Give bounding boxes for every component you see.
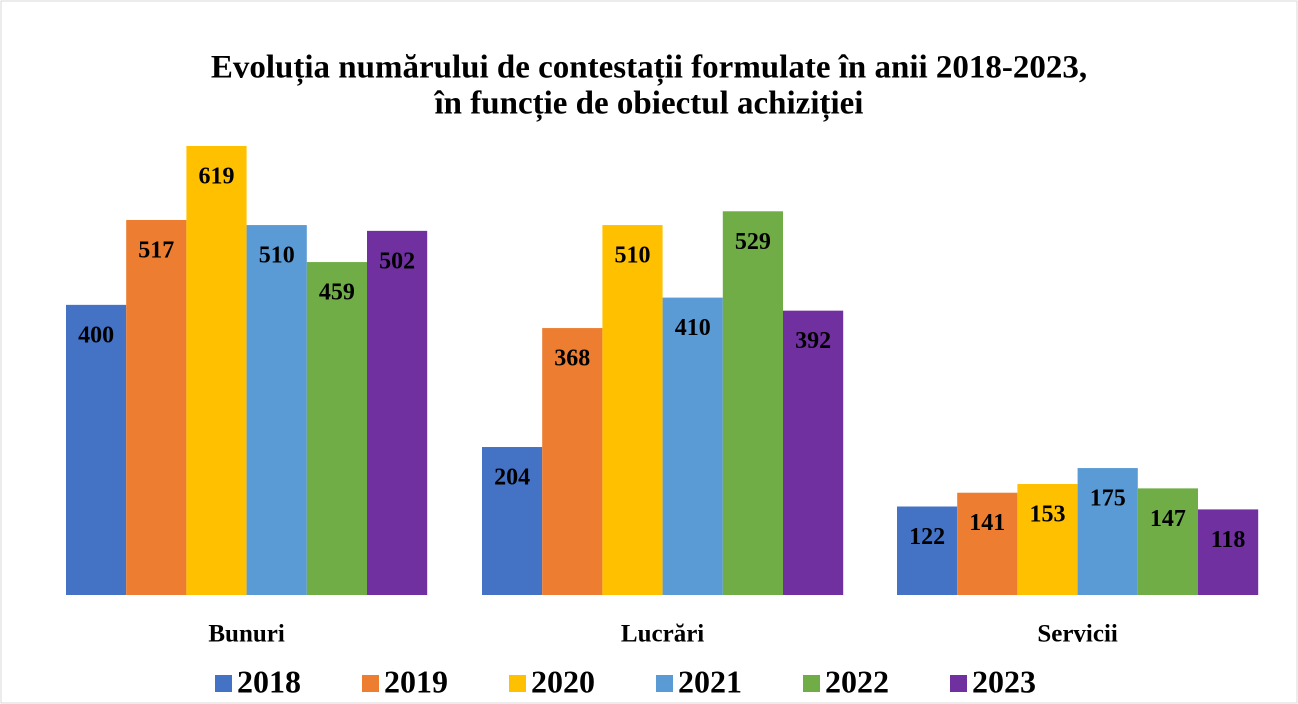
bar <box>957 492 1018 595</box>
data-label: 517 <box>138 237 174 263</box>
data-label: 510 <box>615 243 651 269</box>
data-label: 410 <box>675 315 711 341</box>
bar <box>1137 488 1198 595</box>
bar <box>1198 509 1259 595</box>
legend-label: 2018 <box>237 663 301 699</box>
legend-swatch <box>509 675 526 692</box>
legend-swatch <box>803 675 820 692</box>
bar <box>1077 468 1138 595</box>
bar <box>482 447 543 595</box>
bar <box>126 219 187 596</box>
data-label: 529 <box>735 229 771 255</box>
chart-title: Evoluția numărului de contestații formul… <box>211 50 1087 87</box>
bar <box>722 211 783 595</box>
chart-title: în funcție de obiectul achiziției <box>434 86 864 123</box>
legend-swatch <box>215 675 232 692</box>
bar <box>783 310 844 595</box>
data-label: 400 <box>78 322 114 348</box>
bar <box>542 328 603 595</box>
legend-label: 2022 <box>825 663 889 699</box>
bar <box>662 297 723 595</box>
data-label: 368 <box>554 346 590 372</box>
data-label: 392 <box>795 328 831 354</box>
legend-label: 2020 <box>531 663 595 699</box>
bar <box>1017 484 1078 595</box>
legend-label: 2021 <box>678 663 742 699</box>
legend-swatch <box>950 675 967 692</box>
bar <box>602 225 663 595</box>
x-tick-label: Servicii <box>1037 621 1118 648</box>
legend-swatch <box>362 675 379 692</box>
bar <box>897 506 958 595</box>
bar <box>367 230 428 595</box>
data-label: 122 <box>909 524 945 550</box>
data-label: 502 <box>379 248 415 274</box>
data-label: 153 <box>1030 502 1066 528</box>
legend-label: 2019 <box>384 663 448 699</box>
legend-swatch <box>656 675 673 692</box>
data-label: 147 <box>1150 506 1186 532</box>
x-tick-label: Lucrări <box>621 621 704 648</box>
data-label: 510 <box>259 243 295 269</box>
bar <box>246 225 307 595</box>
data-label: 118 <box>1211 527 1246 553</box>
bar <box>186 146 247 595</box>
data-label: 141 <box>969 510 1005 536</box>
x-tick-label: Bunuri <box>208 621 284 648</box>
data-label: 204 <box>494 465 530 491</box>
data-label: 175 <box>1090 486 1126 512</box>
data-label: 459 <box>319 280 355 306</box>
legend-label: 2023 <box>972 663 1036 699</box>
bar <box>306 262 367 595</box>
data-label: 619 <box>199 164 235 190</box>
bar <box>66 304 127 595</box>
